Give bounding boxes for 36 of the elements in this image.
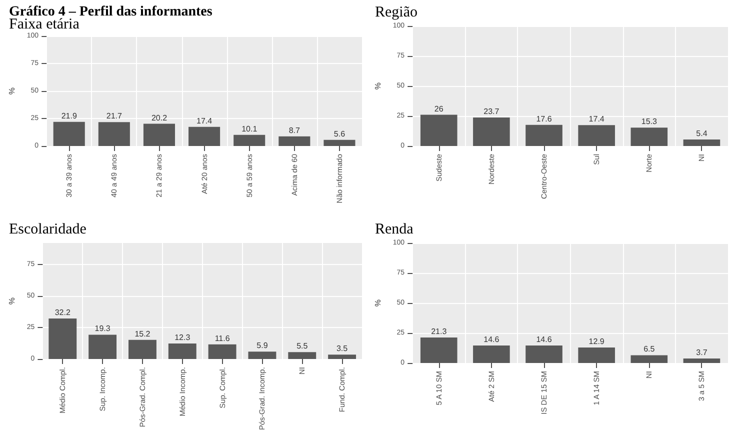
chart-title: Renda (375, 222, 414, 238)
y-axis-title: % (374, 82, 382, 90)
data-label: 10.1 (242, 124, 258, 134)
data-label: 5.6 (334, 129, 346, 138)
y-axis-title: % (8, 87, 16, 95)
data-label: 8.7 (288, 126, 301, 135)
data-label: 3.5 (336, 344, 348, 354)
data-label: 26 (434, 104, 444, 114)
chart-title: Região (375, 4, 418, 20)
data-label: 12.9 (588, 337, 605, 346)
data-label: 20.2 (151, 113, 168, 122)
data-label: 19.3 (94, 324, 111, 334)
data-label: 17.6 (536, 114, 552, 124)
data-label: 11.6 (214, 334, 230, 343)
data-label: 14.6 (536, 334, 552, 344)
y-axis-title: % (374, 299, 382, 307)
data-label: 21.3 (431, 326, 448, 336)
data-label: 6.5 (644, 344, 656, 354)
data-label: 15.2 (134, 329, 151, 338)
data-label: 21.9 (61, 111, 78, 120)
data-label: 17.4 (196, 116, 213, 126)
data-label: 21.7 (106, 112, 122, 121)
data-label: 3.7 (696, 348, 708, 358)
chart-subtitle: Faixa etária (9, 16, 80, 32)
data-label: 5.4 (696, 129, 708, 138)
data-label: 14.6 (484, 334, 500, 344)
data-label: 17.4 (588, 114, 605, 124)
data-label: 15.3 (641, 117, 658, 126)
data-label: 5.5 (296, 342, 308, 351)
y-axis-title: % (8, 297, 16, 305)
data-label: 32.2 (54, 308, 71, 317)
chart-title: Gráfico 4 – Perfil das informantes (9, 4, 213, 20)
data-label: 5.9 (256, 341, 268, 350)
data-label: 23.7 (484, 107, 500, 116)
chart-title: Escolaridade (9, 222, 87, 238)
data-label: 12.3 (174, 333, 191, 342)
